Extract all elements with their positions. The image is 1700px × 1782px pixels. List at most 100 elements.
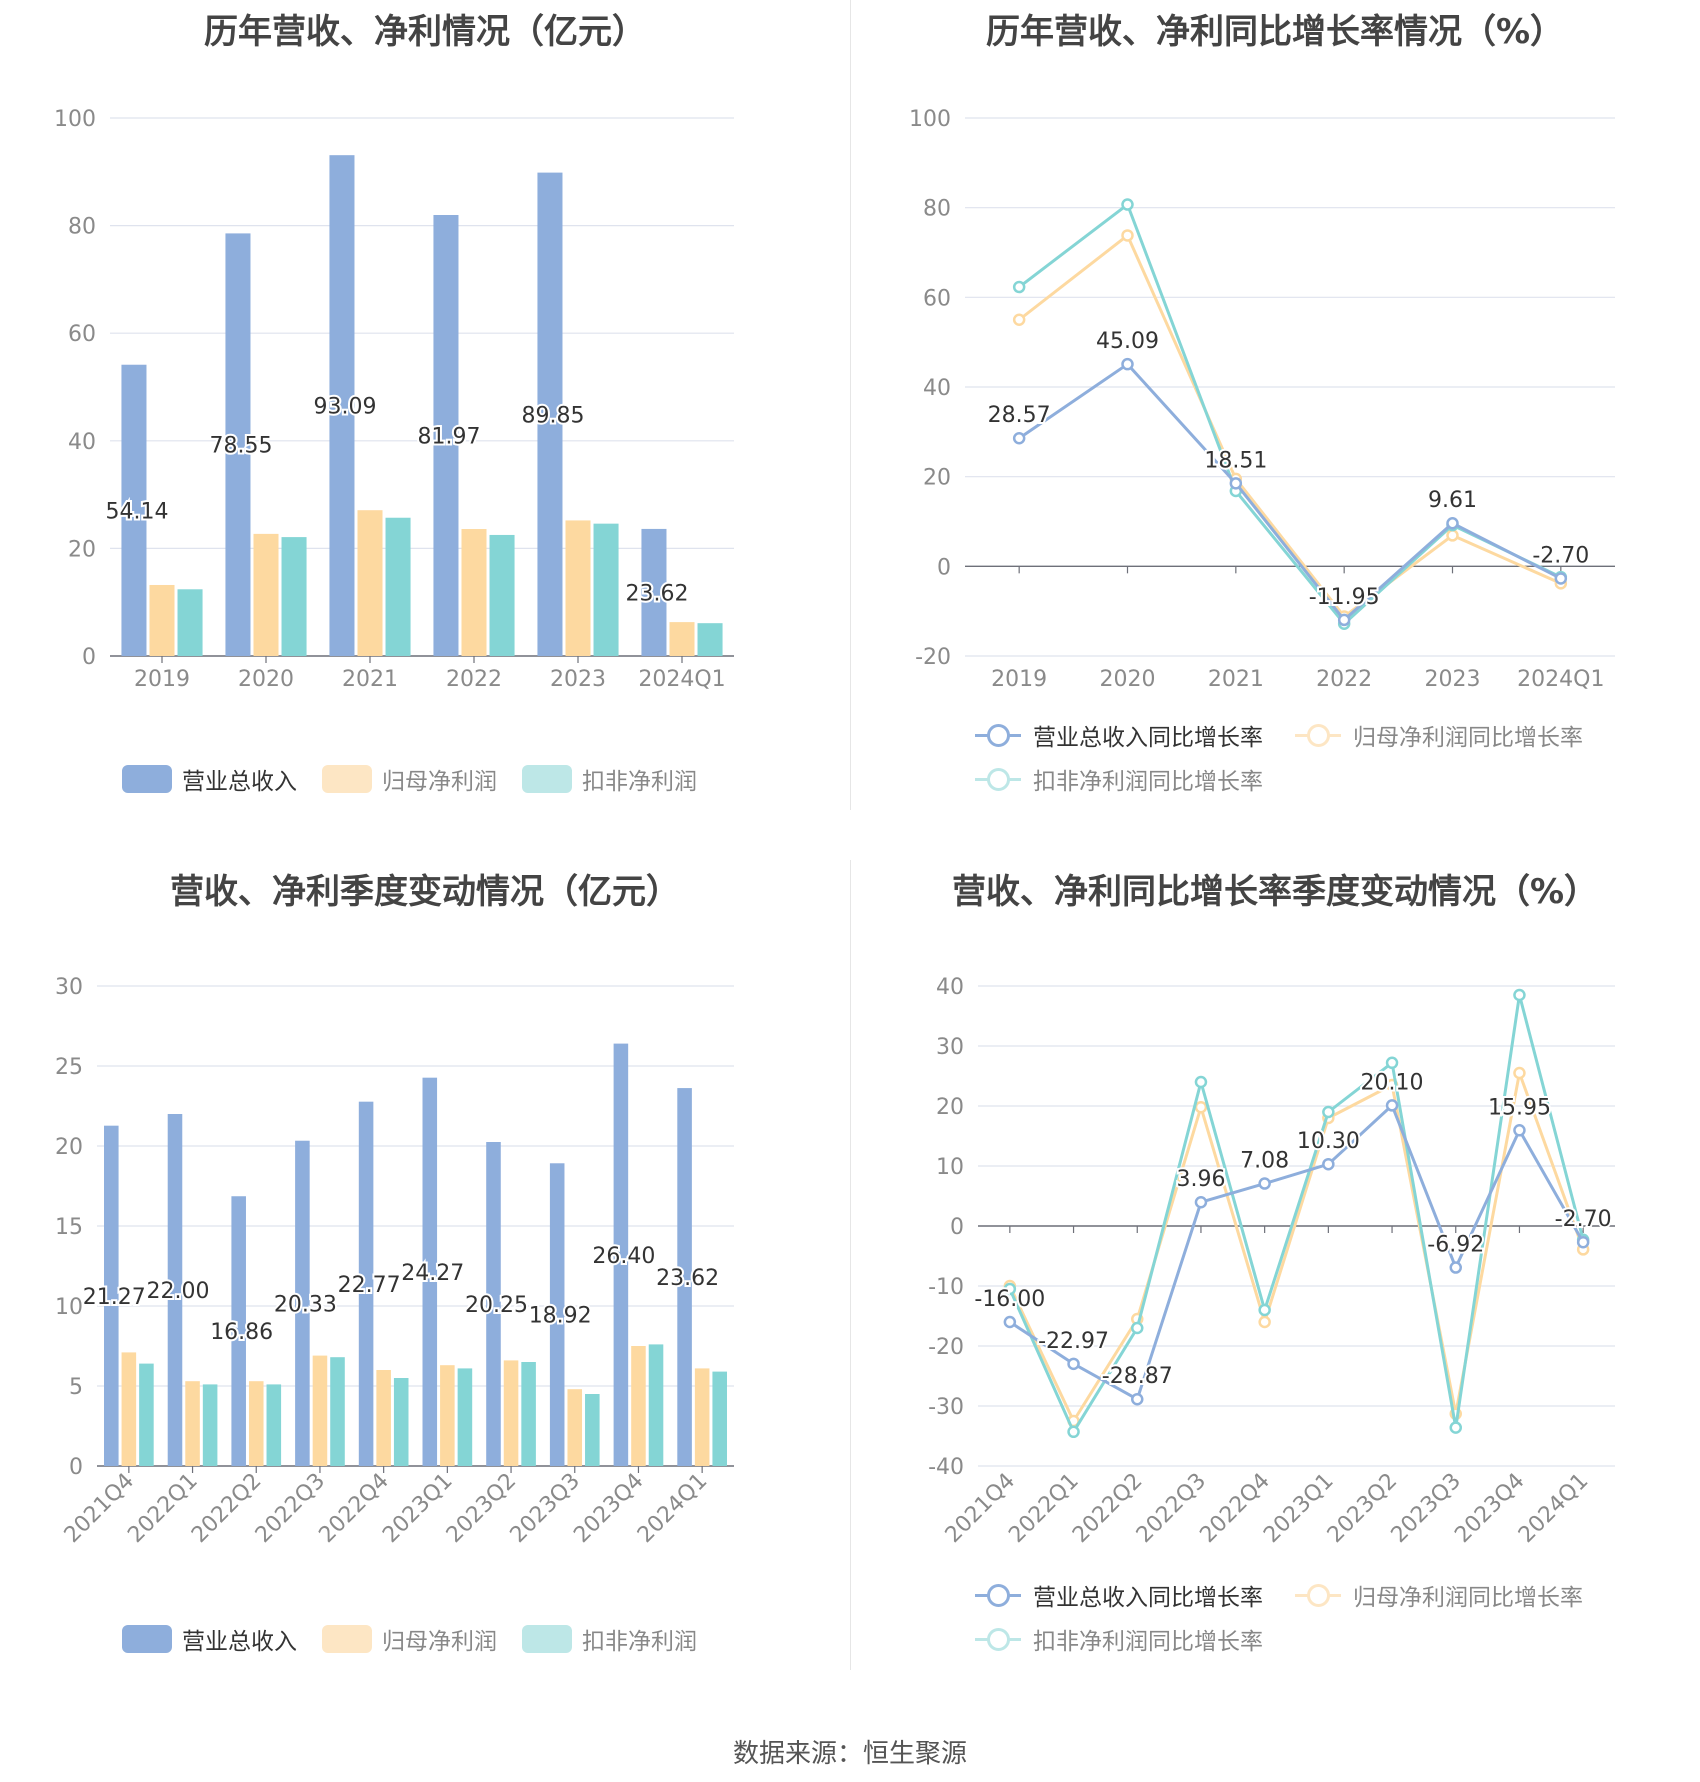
x-tick-label: 2023: [550, 667, 606, 692]
bar-net: [312, 1355, 328, 1466]
bar-revenue: [677, 1088, 692, 1466]
bar-net: [357, 510, 383, 656]
bar-deducted: [266, 1384, 282, 1466]
legend-item-revenue-growth[interactable]: 营业总收入同比增长率: [975, 1578, 1263, 1612]
legend-item-net[interactable]: 归母净利润: [322, 1622, 497, 1656]
legend-swatch: [322, 765, 372, 793]
bar-net: [631, 1346, 646, 1466]
y-tick-label: 100: [909, 107, 951, 132]
point-deducted: [1322, 1105, 1335, 1119]
chart-title: 历年营收、净利同比增长率情况（%）: [985, 12, 1565, 52]
data-label: -28.87: [1102, 1364, 1173, 1389]
x-tick-label: 2023Q4: [569, 1469, 648, 1548]
bar-revenue: [613, 1043, 629, 1466]
chart-title: 营收、净利季度变动情况（亿元）: [170, 872, 680, 912]
legend-label: 营业总收入同比增长率: [1033, 725, 1263, 751]
data-label: 3.96: [1176, 1167, 1225, 1192]
point-revenue: [1194, 1195, 1208, 1209]
bar-net: [669, 622, 695, 656]
x-tick-label: 2022Q4: [314, 1469, 393, 1548]
data-label: 9.61: [1428, 488, 1477, 513]
point-net: [1194, 1100, 1208, 1114]
x-tick-label: 2023Q1: [378, 1469, 457, 1548]
legend-swatch: [522, 1625, 572, 1653]
x-tick-label: 2023Q2: [1323, 1469, 1402, 1548]
data-label: -6.92: [1427, 1233, 1484, 1258]
point-net: [1012, 313, 1026, 326]
point-revenue: [1513, 1124, 1526, 1137]
data-label: 10.30: [1297, 1129, 1360, 1154]
y-tick-label: 60: [68, 322, 96, 347]
x-tick-label: 2024Q1: [1514, 1469, 1593, 1548]
y-tick-label: 0: [69, 1455, 83, 1480]
divider-top: [850, 0, 851, 810]
bar-deducted: [697, 623, 723, 656]
point-net: [1258, 1315, 1271, 1329]
point-deducted: [1449, 1421, 1462, 1434]
legend-item-revenue[interactable]: 营业总收入: [122, 762, 297, 796]
point-net: [1513, 1066, 1526, 1080]
chart-quarterly-lines: -40-30-20-100102030402021Q42022Q12022Q22…: [928, 975, 1615, 1548]
x-tick-label: 2021Q4: [60, 1469, 139, 1548]
y-tick-label: 60: [923, 286, 951, 311]
bar-revenue: [422, 1077, 438, 1466]
data-label: 21.27: [83, 1285, 146, 1310]
point-revenue: [1003, 1315, 1017, 1329]
y-tick-label: -40: [928, 1455, 964, 1480]
x-tick-label: 2022: [1316, 667, 1372, 692]
legend-label: 扣非净利润同比增长率: [1033, 769, 1263, 795]
panel-annual-revenue-profit: 历年营收、净利情况（亿元） 0 20 40 60 80 100 2019 2020 2021 20…: [0, 0, 850, 860]
y-tick-label: 80: [68, 215, 96, 240]
bar-deducted: [281, 537, 307, 656]
data-source-note: 数据来源：恒生聚源: [732, 1739, 967, 1769]
series-line-revenue: [1018, 362, 1562, 622]
legend-item-net[interactable]: 归母净利润: [322, 762, 497, 796]
bar-revenue: [295, 1140, 310, 1466]
point-revenue: [1576, 1235, 1590, 1249]
data-label: 81.97: [417, 425, 480, 450]
bar-net: [185, 1381, 200, 1466]
bar-net: [248, 1381, 264, 1466]
bar-deducted: [177, 589, 203, 656]
bar-net: [440, 1365, 455, 1466]
bar-revenue: [104, 1125, 119, 1466]
bar-revenue: [641, 528, 667, 656]
x-tick-label: 2022Q3: [251, 1469, 330, 1548]
x-tick-label: 2021: [1208, 667, 1264, 692]
legend-label: 归母净利润: [382, 1629, 497, 1655]
bar-revenue: [486, 1142, 501, 1466]
point-deducted: [1003, 1282, 1017, 1296]
data-label: 20.10: [1361, 1070, 1424, 1095]
y-tick-label: 0: [937, 555, 951, 580]
legend-item-net-growth[interactable]: 归母净利润同比增长率: [1295, 1578, 1583, 1612]
legend-swatch: [122, 765, 172, 793]
bar-deducted: [393, 1378, 409, 1466]
point-revenue: [1067, 1357, 1080, 1371]
bar-net: [149, 584, 175, 656]
data-label: 78.55: [209, 434, 272, 459]
legend-item-revenue-growth[interactable]: 营业总收入同比增长率: [975, 718, 1263, 752]
data-label: -2.70: [1555, 1207, 1612, 1232]
legend-item-deducted-growth[interactable]: 扣非净利润同比增长率: [975, 1622, 1263, 1656]
x-tick-label: 2022Q2: [187, 1469, 266, 1548]
legend-swatch: [975, 765, 1021, 793]
x-tick-label: 2022Q3: [1132, 1469, 1211, 1548]
data-label: 45.09: [1096, 329, 1159, 354]
legend-item-deducted[interactable]: 扣非净利润: [522, 762, 697, 796]
legend-item-deducted-growth[interactable]: 扣非净利润同比增长率: [975, 762, 1263, 796]
divider-bottom: [850, 860, 851, 1670]
bar-revenue: [231, 1196, 246, 1466]
point-deducted: [1067, 1425, 1080, 1439]
x-tick-label: 2023Q4: [1450, 1469, 1529, 1548]
y-tick-label: 25: [55, 1055, 83, 1080]
legend-item-deducted[interactable]: 扣非净利润: [522, 1622, 697, 1656]
legend-item-net-growth[interactable]: 归母净利润同比增长率: [1295, 718, 1583, 752]
legend-label: 营业总收入: [182, 769, 297, 795]
legend-swatch: [522, 765, 572, 793]
bar-net: [567, 1389, 583, 1466]
point-deducted: [1012, 280, 1026, 294]
data-label: 54.14: [105, 499, 168, 524]
legend-item-revenue[interactable]: 营业总收入: [122, 1622, 297, 1656]
data-label: -16.00: [974, 1287, 1045, 1312]
legend-swatch: [975, 721, 1021, 749]
